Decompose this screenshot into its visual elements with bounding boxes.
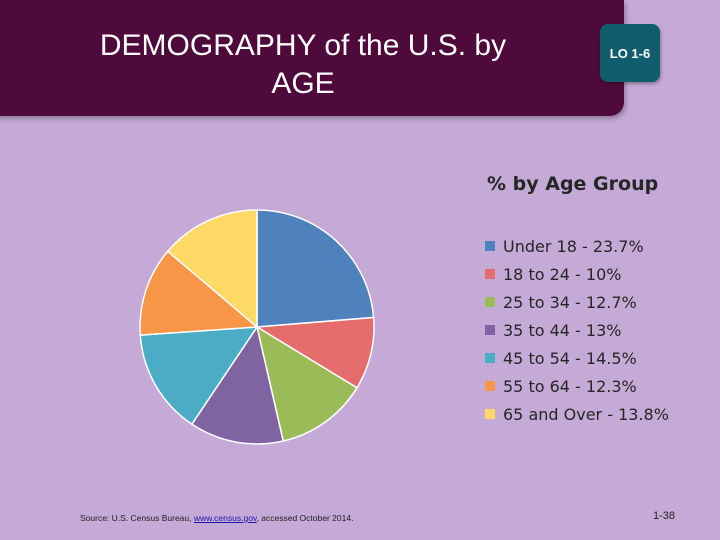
chart-legend: Under 18 - 23.7% 18 to 24 - 10% 25 to 34 -… — [485, 232, 669, 428]
pie-slice-45-to-54 — [139, 326, 259, 426]
pie-slice-55-to-64 — [139, 250, 259, 336]
legend-label: 25 to 34 - 12.7% — [503, 292, 637, 312]
pie-slice-65-and-over — [166, 209, 258, 329]
source-suffix: , accessed October 2014. — [256, 513, 354, 523]
source-prefix: Source: U.S. Census Bureau, — [80, 513, 194, 523]
legend-item: 25 to 34 - 12.7% — [485, 288, 669, 316]
page-number: 1-38 — [653, 510, 676, 522]
legend-label: 65 and Over - 13.8% — [503, 404, 669, 424]
legend-item: 45 to 54 - 14.5% — [485, 344, 669, 372]
legend-label: Under 18 - 23.7% — [503, 236, 644, 256]
legend-item: Under 18 - 23.7% — [485, 232, 669, 260]
pie-slice-under-18 — [256, 209, 375, 328]
title-banner: DEMOGRAPHY of the U.S. by AGE — [0, 0, 624, 116]
pie-slice-25-to-34 — [255, 325, 358, 442]
legend-label: 55 to 64 - 12.3% — [503, 376, 637, 396]
legend-swatch — [485, 269, 495, 279]
pie-slice-18-to-24 — [254, 316, 375, 389]
legend-item: 65 and Over - 13.8% — [485, 400, 669, 428]
legend-swatch — [485, 241, 495, 251]
legend-swatch — [485, 325, 495, 335]
legend-swatch — [485, 409, 495, 419]
source-note: Source: U.S. Census Bureau, www.census.g… — [80, 513, 353, 523]
legend-item: 55 to 64 - 12.3% — [485, 372, 669, 400]
legend-swatch — [485, 353, 495, 363]
legend-swatch — [485, 381, 495, 391]
legend-label: 35 to 44 - 13% — [503, 320, 622, 340]
legend-label: 45 to 54 - 14.5% — [503, 348, 637, 368]
pie-chart — [139, 209, 375, 445]
lo-badge: LO 1-6 — [600, 24, 660, 82]
source-link[interactable]: www.census.gov — [193, 513, 257, 523]
legend-label: 18 to 24 - 10% — [503, 264, 622, 284]
slide-title: DEMOGRAPHY of the U.S. by AGE — [63, 27, 543, 103]
legend-swatch — [485, 297, 495, 307]
slide-title-line2: AGE — [271, 67, 335, 100]
legend-item: 18 to 24 - 10% — [485, 260, 669, 288]
pie-slice-35-to-44 — [190, 325, 285, 445]
slide-title-line1: DEMOGRAPHY of the U.S. by — [99, 29, 507, 62]
legend-item: 35 to 44 - 13% — [485, 316, 669, 344]
legend-title: % by Age Group — [487, 173, 659, 195]
